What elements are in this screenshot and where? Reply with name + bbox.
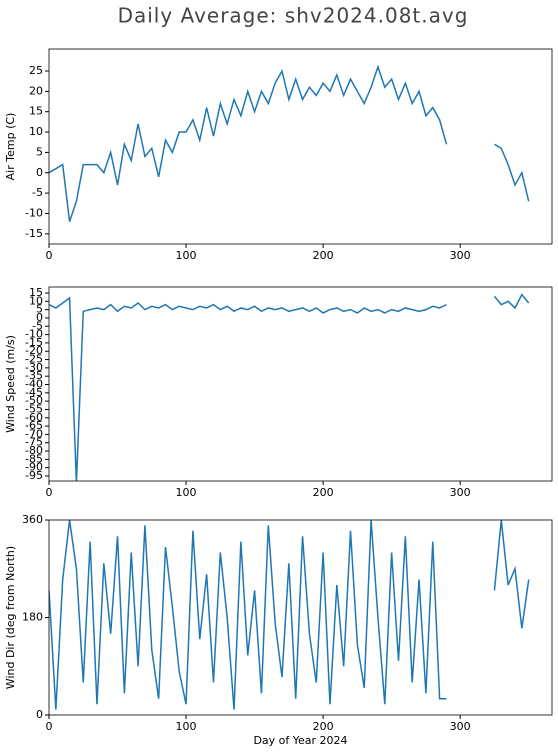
- y-tick-label: -40: [25, 377, 43, 390]
- y-tick-label: -25: [25, 353, 43, 366]
- x-tick-label: 0: [46, 486, 53, 499]
- y-tick-label: 0: [36, 311, 43, 324]
- x-tick-label: 0: [46, 720, 53, 733]
- data-line: [49, 293, 530, 481]
- x-tick-label: 100: [176, 249, 197, 262]
- figure-title: Daily Average: shv2024.08t.avg: [118, 4, 469, 28]
- y-tick-label: -60: [25, 411, 43, 424]
- y-tick-label: 5: [36, 303, 43, 316]
- x-tick-label: 0: [46, 249, 53, 262]
- y-tick-label: -20: [25, 344, 43, 357]
- x-tick-label: 300: [450, 249, 471, 262]
- y-tick-label: -30: [25, 361, 43, 374]
- y-tick-label: 360: [22, 513, 43, 526]
- y-tick-label: -90: [25, 461, 43, 474]
- data-line: [49, 520, 530, 710]
- x-axis-label: Day of Year 2024: [253, 734, 347, 747]
- y-tick-label: -50: [25, 394, 43, 407]
- y-tick-label: 10: [29, 294, 43, 307]
- y-tick-label: -55: [25, 402, 43, 415]
- y-axis-label: Air Temp (C): [4, 113, 17, 181]
- x-tick-label: 200: [313, 249, 334, 262]
- y-tick-label: -15: [25, 336, 43, 349]
- y-tick-label: -85: [25, 452, 43, 465]
- y-axis-label: Wind Dir (deg from North): [4, 546, 17, 689]
- y-tick-label: -10: [25, 206, 43, 219]
- y-tick-label: 0: [36, 166, 43, 179]
- y-tick-label: -10: [25, 328, 43, 341]
- y-tick-label: 25: [29, 64, 43, 77]
- y-tick-label: -45: [25, 386, 43, 399]
- y-tick-label: -5: [32, 186, 43, 199]
- y-tick-label: 15: [29, 105, 43, 118]
- x-tick-label: 100: [176, 720, 197, 733]
- y-tick-label: 180: [22, 611, 43, 624]
- y-axis-label: Wind Speed (m/s): [4, 335, 17, 433]
- y-tick-label: -65: [25, 419, 43, 432]
- y-tick-label: -15: [25, 227, 43, 240]
- data-line: [49, 64, 530, 222]
- x-tick-label: 100: [176, 486, 197, 499]
- y-tick-label: -95: [25, 469, 43, 482]
- x-tick-label: 200: [313, 720, 334, 733]
- y-tick-label: 0: [36, 708, 43, 721]
- y-tick-label: 15: [29, 286, 43, 299]
- y-tick-label: 5: [36, 145, 43, 158]
- x-tick-label: 200: [313, 486, 334, 499]
- x-tick-label: 300: [450, 486, 471, 499]
- y-tick-label: 10: [29, 125, 43, 138]
- y-tick-label: -80: [25, 444, 43, 457]
- y-tick-label: -70: [25, 427, 43, 440]
- axes-frame: [48, 48, 553, 245]
- y-tick-label: -75: [25, 436, 43, 449]
- y-tick-label: -35: [25, 369, 43, 382]
- x-tick-label: 300: [450, 720, 471, 733]
- y-tick-label: 20: [29, 84, 43, 97]
- y-tick-label: -5: [32, 319, 43, 332]
